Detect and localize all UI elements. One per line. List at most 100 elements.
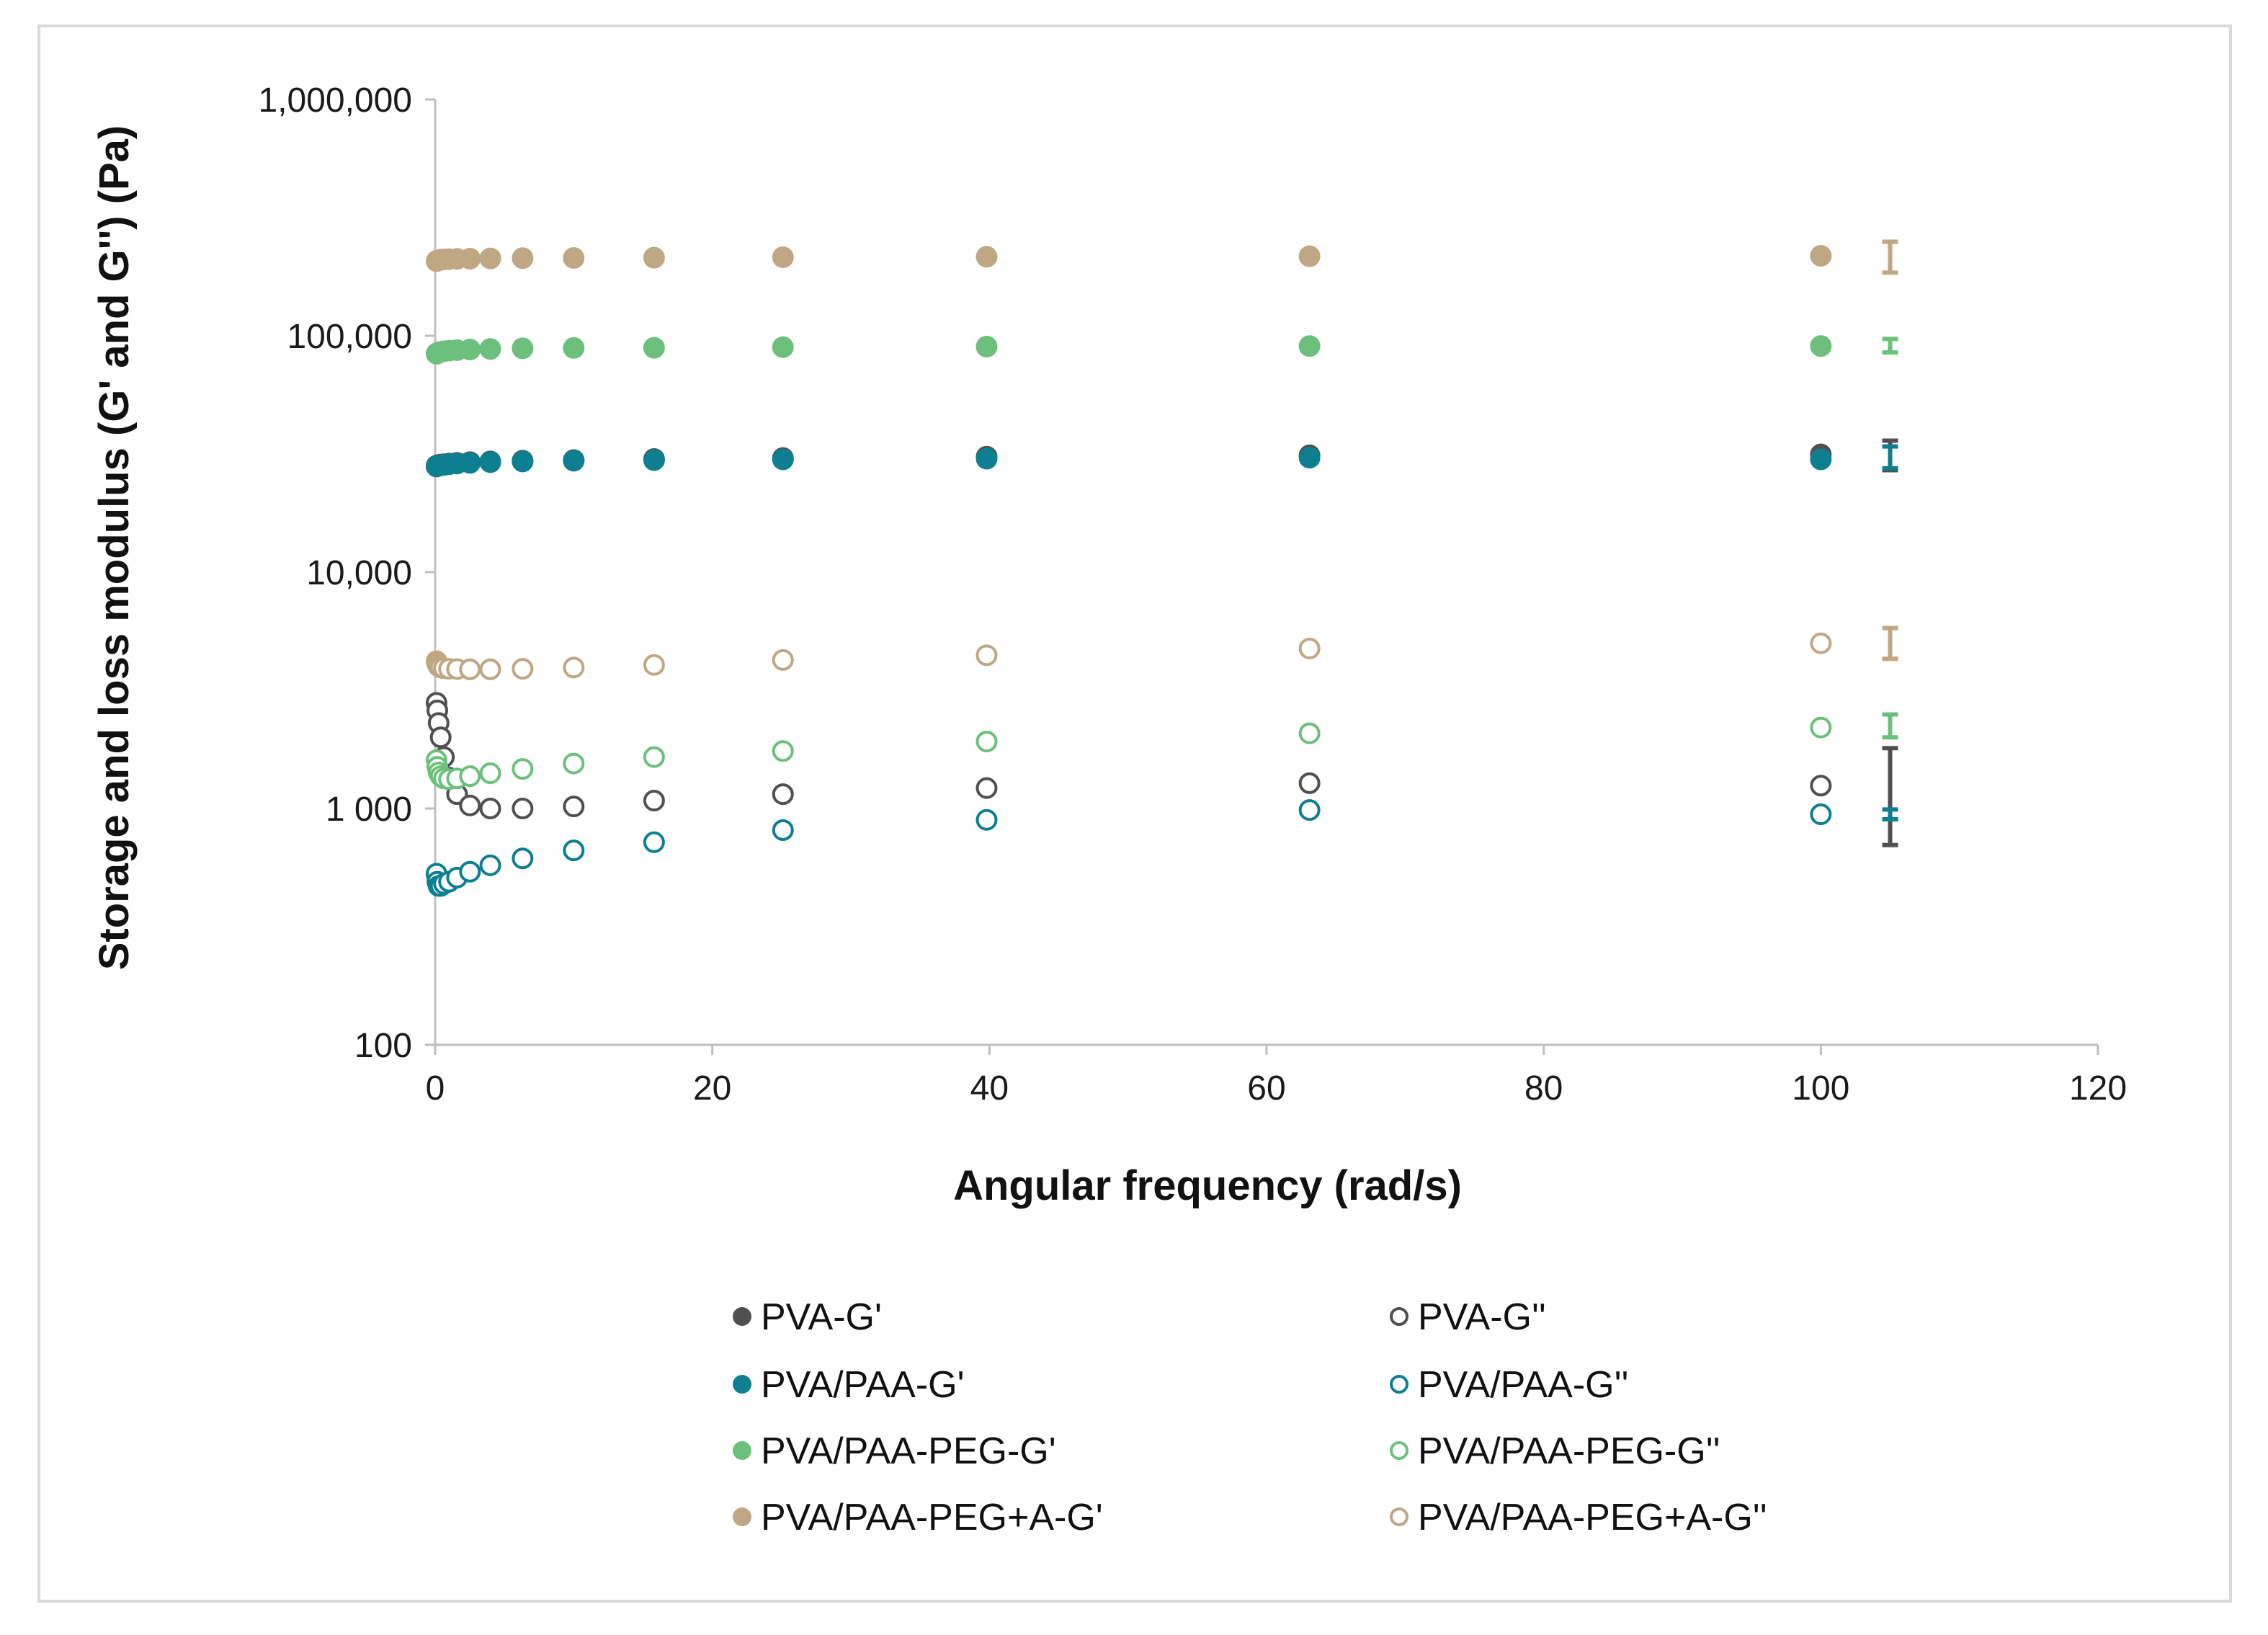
data-points bbox=[425, 244, 1832, 897]
y-tick-label: 100,000 bbox=[287, 318, 412, 356]
data-point bbox=[563, 839, 585, 862]
y-tick-label: 1,000,000 bbox=[258, 81, 412, 120]
legend-marker bbox=[733, 1507, 751, 1526]
legend-label: PVA/PAA-G' bbox=[761, 1364, 965, 1406]
data-point bbox=[1810, 448, 1832, 471]
data-point bbox=[512, 247, 534, 269]
data-point bbox=[643, 246, 665, 269]
legend-label: PVA/PAA-PEG+A-G'' bbox=[1418, 1497, 1767, 1538]
data-point bbox=[975, 246, 998, 268]
data-point bbox=[1298, 799, 1321, 821]
data-point bbox=[1298, 447, 1321, 469]
data-point bbox=[563, 450, 585, 472]
legend-label: PVA/PAA-PEG+A-G' bbox=[761, 1497, 1103, 1538]
x-tick-label: 20 bbox=[693, 1069, 731, 1108]
data-point bbox=[512, 337, 534, 360]
data-point bbox=[643, 654, 665, 676]
y-tick-label: 1 000 bbox=[326, 790, 412, 829]
y-tick-label: 10,000 bbox=[306, 554, 412, 592]
data-point bbox=[563, 337, 585, 359]
data-point bbox=[479, 762, 501, 785]
data-point bbox=[563, 656, 585, 679]
data-point bbox=[772, 649, 794, 671]
x-axis-title: Angular frequency (rad/s) bbox=[953, 1162, 1462, 1209]
data-point bbox=[643, 831, 665, 853]
data-point bbox=[643, 337, 665, 359]
data-point bbox=[479, 247, 501, 269]
legend-marker bbox=[1390, 1507, 1408, 1526]
data-point bbox=[512, 450, 534, 473]
data-point bbox=[479, 658, 501, 680]
data-point bbox=[1810, 775, 1832, 797]
data-point bbox=[479, 798, 501, 819]
legend-label: PVA/PAA-PEG-G' bbox=[761, 1430, 1056, 1472]
x-tick-label: 60 bbox=[1247, 1069, 1285, 1108]
x-tick-label: 40 bbox=[970, 1069, 1009, 1108]
data-point bbox=[459, 452, 481, 474]
data-point bbox=[512, 798, 534, 819]
legend-label: PVA-G'' bbox=[1418, 1296, 1546, 1338]
axes bbox=[425, 98, 2099, 1055]
data-point bbox=[459, 860, 481, 883]
data-point bbox=[1298, 245, 1321, 267]
data-point bbox=[459, 247, 481, 269]
x-tick-label: 0 bbox=[426, 1069, 445, 1108]
data-point bbox=[1298, 335, 1321, 357]
y-axis-title: Storage and loss modulus (G' and G'') (P… bbox=[91, 125, 138, 971]
data-point bbox=[563, 246, 585, 269]
data-point bbox=[772, 819, 794, 842]
legend-marker bbox=[1390, 1441, 1408, 1460]
data-point bbox=[479, 854, 501, 876]
data-point bbox=[1298, 638, 1321, 660]
data-point bbox=[772, 336, 794, 358]
legend-label: PVA/PAA-PEG-G'' bbox=[1418, 1430, 1720, 1472]
legend-marker bbox=[733, 1441, 751, 1460]
data-point bbox=[772, 246, 794, 268]
x-tick-label: 80 bbox=[1524, 1069, 1563, 1108]
legend-marker bbox=[1390, 1307, 1408, 1326]
legend-marker bbox=[733, 1307, 751, 1326]
chart-frame bbox=[37, 24, 2232, 1603]
data-point bbox=[563, 752, 585, 775]
data-point bbox=[512, 658, 534, 680]
x-tick-label: 100 bbox=[1792, 1069, 1849, 1108]
data-point bbox=[459, 658, 481, 680]
legend-label: PVA/PAA-G'' bbox=[1418, 1364, 1628, 1406]
data-point bbox=[479, 451, 501, 473]
data-point bbox=[1810, 803, 1832, 826]
data-point bbox=[459, 794, 481, 816]
legend-label: PVA-G' bbox=[761, 1296, 882, 1338]
data-point bbox=[512, 758, 534, 780]
data-point bbox=[1810, 244, 1832, 267]
error-bars bbox=[1882, 239, 1898, 847]
data-point bbox=[563, 796, 585, 818]
data-point bbox=[512, 847, 534, 870]
tick-labels: 0 20 40 60 80 100 120 100 1 000 10,000 100,000 1,00… bbox=[258, 81, 2127, 1108]
legend: PVA-G' PVA-G'' PVA/PAA-G' PVA/PAA-G'' PVA/PA… bbox=[733, 1296, 1767, 1538]
data-point bbox=[975, 808, 998, 831]
data-point bbox=[1810, 632, 1832, 654]
data-point bbox=[1810, 716, 1832, 739]
data-point bbox=[429, 726, 452, 749]
legend-marker bbox=[1390, 1375, 1408, 1394]
data-point bbox=[975, 644, 998, 667]
data-point bbox=[1298, 722, 1321, 744]
data-point bbox=[479, 338, 501, 360]
data-point bbox=[772, 448, 794, 471]
data-point bbox=[772, 783, 794, 806]
data-point bbox=[643, 746, 665, 768]
data-point bbox=[975, 336, 998, 358]
data-point bbox=[459, 765, 481, 788]
data-point bbox=[643, 790, 665, 812]
data-point bbox=[975, 447, 998, 470]
data-point bbox=[459, 339, 481, 361]
y-tick-label: 100 bbox=[354, 1027, 412, 1065]
data-point bbox=[975, 777, 998, 799]
data-point bbox=[1810, 335, 1832, 357]
x-tick-label: 120 bbox=[2069, 1069, 2127, 1108]
data-point bbox=[643, 449, 665, 471]
data-point bbox=[772, 740, 794, 762]
legend-marker bbox=[733, 1375, 751, 1394]
data-point bbox=[975, 731, 998, 753]
